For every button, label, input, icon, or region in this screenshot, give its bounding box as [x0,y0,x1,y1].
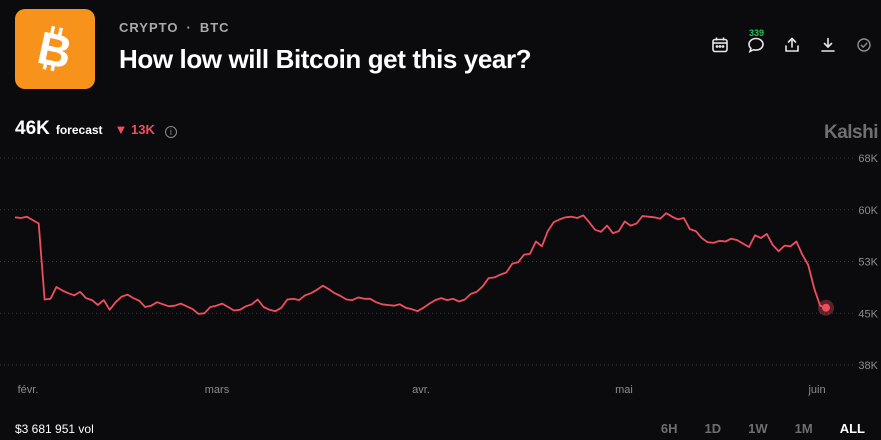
share-button[interactable] [783,36,801,54]
kalshi-brand: Kalshi [823,122,879,143]
bitcoin-logo: B [15,9,95,89]
y-tick-label: 53K [858,257,878,269]
ticker-link[interactable]: BTC [199,20,230,35]
calendar-button[interactable] [711,36,729,54]
current-point [822,303,830,312]
forecast-label: forecast [55,123,103,137]
forecast-delta-value: 13K [131,122,155,137]
forecast-summary: 46K forecast ▼ 13K i [15,118,177,140]
x-tick-label: mars [205,384,230,396]
check-circle-icon [857,38,871,52]
range-1w[interactable]: 1W [748,421,768,436]
comment-icon [748,37,764,54]
y-tick-label: 38K [858,360,878,372]
down-arrow-icon: ▼ [114,122,128,137]
range-1d[interactable]: 1D [704,421,722,436]
download-icon [821,37,835,52]
watch-button[interactable] [855,36,873,54]
comment-count-badge: 339 [749,28,765,38]
toolbar: 339 [711,28,873,54]
x-tick-label: févr. [18,384,39,396]
range-6h[interactable]: 6H [660,421,678,436]
download-button[interactable] [819,36,837,54]
x-tick-label: juin [807,384,825,396]
range-selector: 6H 1D 1W 1M ALL [661,421,865,436]
x-tick-label: avr. [412,384,430,396]
range-1m[interactable]: 1M [794,421,813,436]
y-tick-label: 45K [858,308,878,320]
y-tick-label: 68K [858,153,878,165]
info-icon[interactable]: i [164,126,177,138]
breadcrumb-separator: · [186,20,192,35]
y-tick-label: 60K [858,205,878,217]
forecast-delta: ▼ 13K [115,122,155,137]
calendar-icon [712,37,728,53]
page-title: How low will Bitcoin get this year? [119,44,532,74]
price-chart[interactable]: 68K 60K 53K 45K 38K févr. mars avr. mai juin [0,145,881,400]
breadcrumb: CRYPTO · BTC [119,20,230,35]
category-link[interactable]: CRYPTO [119,20,179,35]
comments-button[interactable]: 339 [747,28,765,54]
range-all[interactable]: ALL [839,421,865,436]
x-tick-label: mai [615,384,633,396]
forecast-value: 46K [15,118,50,139]
series-line [14,212,827,315]
share-icon [785,37,799,52]
volume-label: $3 681 951 vol [15,422,94,436]
